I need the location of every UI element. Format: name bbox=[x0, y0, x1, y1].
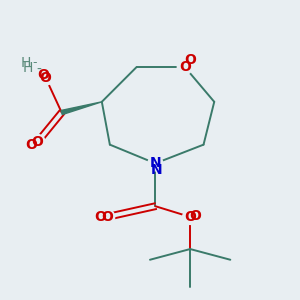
Circle shape bbox=[177, 59, 192, 74]
Text: O: O bbox=[94, 210, 106, 224]
Text: H: H bbox=[20, 56, 31, 70]
Text: O: O bbox=[189, 208, 201, 223]
Text: O: O bbox=[37, 68, 49, 82]
Text: O: O bbox=[25, 138, 37, 152]
Polygon shape bbox=[61, 102, 102, 115]
Circle shape bbox=[183, 209, 198, 224]
Text: -: - bbox=[37, 63, 41, 77]
Circle shape bbox=[30, 134, 45, 149]
Circle shape bbox=[100, 209, 115, 224]
Text: O: O bbox=[179, 60, 191, 74]
Text: N: N bbox=[149, 156, 161, 170]
Circle shape bbox=[148, 156, 163, 171]
Text: O: O bbox=[101, 210, 113, 224]
Text: N: N bbox=[151, 163, 163, 177]
Text: O: O bbox=[32, 135, 44, 149]
Circle shape bbox=[38, 70, 53, 85]
Text: O: O bbox=[184, 53, 196, 67]
Text: H: H bbox=[23, 61, 33, 75]
Text: -: - bbox=[32, 56, 37, 70]
Text: O: O bbox=[184, 210, 196, 224]
Text: O: O bbox=[40, 71, 52, 85]
